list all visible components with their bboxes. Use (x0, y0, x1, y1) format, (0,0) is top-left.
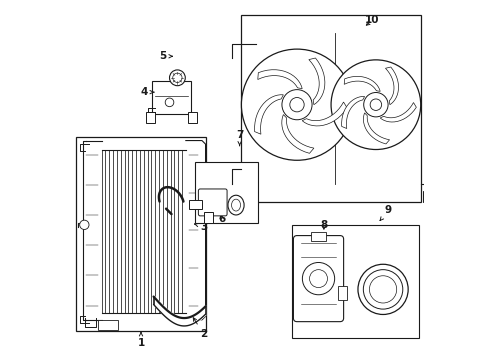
Circle shape (282, 90, 312, 120)
Polygon shape (342, 96, 365, 129)
Circle shape (165, 98, 174, 107)
FancyBboxPatch shape (294, 235, 343, 321)
Circle shape (242, 49, 353, 160)
Polygon shape (344, 76, 380, 91)
Ellipse shape (232, 199, 241, 211)
Text: 10: 10 (365, 15, 380, 26)
Text: 9: 9 (380, 206, 392, 221)
Bar (311, 232, 326, 241)
Polygon shape (386, 67, 398, 105)
Polygon shape (258, 70, 302, 89)
Text: 5: 5 (159, 51, 172, 61)
Polygon shape (380, 103, 416, 122)
Polygon shape (282, 114, 314, 153)
Polygon shape (255, 95, 283, 134)
Circle shape (290, 98, 304, 112)
Bar (422, 191, 432, 202)
Circle shape (310, 270, 327, 288)
Circle shape (173, 73, 182, 82)
Text: 7: 7 (236, 130, 244, 146)
Bar (292, 225, 419, 338)
Bar (204, 212, 213, 223)
Text: 2: 2 (193, 318, 207, 339)
Polygon shape (309, 58, 325, 105)
Polygon shape (302, 102, 347, 126)
Bar (76, 137, 205, 330)
Text: 3: 3 (195, 222, 207, 231)
Circle shape (358, 264, 408, 315)
Polygon shape (364, 113, 390, 144)
Bar (242, 15, 421, 202)
Bar (188, 112, 196, 123)
Circle shape (331, 60, 421, 149)
Circle shape (369, 276, 397, 303)
Bar (98, 320, 118, 330)
Circle shape (364, 93, 388, 117)
Text: 6: 6 (218, 215, 225, 224)
Circle shape (370, 99, 382, 111)
Text: 1: 1 (137, 332, 145, 348)
Bar (195, 162, 258, 223)
Bar (338, 286, 347, 300)
Ellipse shape (228, 195, 244, 215)
FancyBboxPatch shape (198, 189, 227, 216)
Circle shape (364, 270, 403, 309)
Circle shape (80, 220, 89, 229)
Bar (147, 112, 155, 123)
Circle shape (302, 262, 335, 295)
Text: 8: 8 (320, 220, 327, 230)
FancyBboxPatch shape (152, 81, 191, 114)
Text: 4: 4 (141, 87, 154, 97)
Bar (190, 200, 202, 209)
Circle shape (170, 70, 185, 86)
